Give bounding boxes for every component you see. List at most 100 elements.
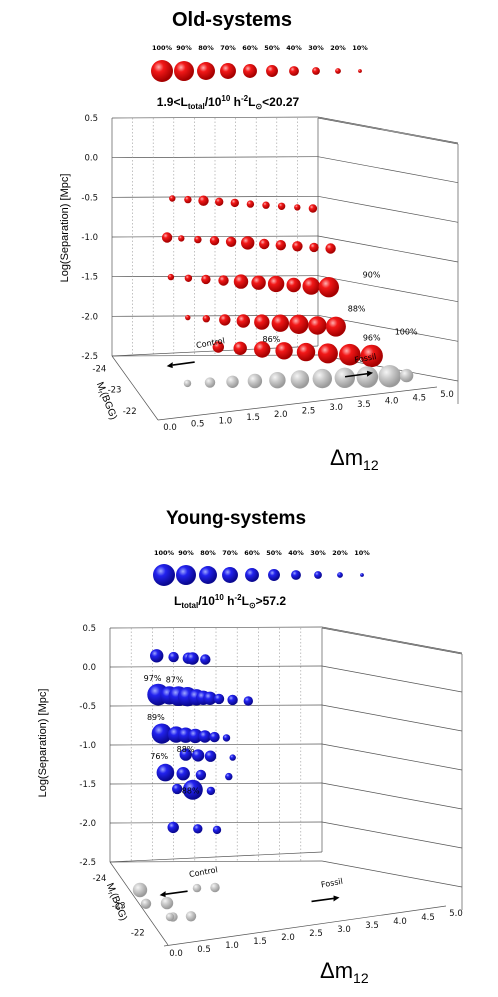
data-point [292,241,303,252]
z-tick-label: -24 [92,365,106,375]
legend-bubble [222,567,238,583]
legend-bubble [266,65,278,77]
legend-bubble [245,568,259,582]
legend-label: 40% [288,549,304,557]
data-point [318,277,339,298]
data-point [339,343,361,366]
y-gridline-right [321,782,463,810]
data-point [150,649,164,663]
z-tick-label: -24 [93,874,107,884]
data-point [251,275,266,290]
annotation-arrowhead [333,895,340,902]
old-y-axis-label: Log(Separation) [Mpc] [59,174,71,283]
data-point [269,372,286,389]
x-tick-label: 3.5 [365,921,379,931]
data-point [179,748,192,761]
annotation-arrow [172,361,195,366]
data-point [308,204,318,213]
data-point [176,767,190,781]
legend-label: 20% [330,44,346,52]
z-tick-label: -23 [112,901,126,911]
x-tick-label: 2.0 [281,933,295,943]
y-tick-label: -1.0 [81,233,98,243]
data-point [302,277,320,295]
annotation-arrow [311,897,334,903]
legend-bubble [197,62,215,80]
data-point [230,198,239,208]
data-point [399,368,414,383]
legend-label: 80% [198,44,214,52]
annotation-arrowhead [166,362,173,369]
annotation-arrowhead [367,370,374,377]
data-point [204,377,216,388]
y-tick-label: -1.5 [79,780,96,790]
young-x-axis-label: Δm12 [320,958,369,986]
annotation-label: Fossil [354,352,377,365]
z-tick-label: -23 [108,386,122,396]
annotation-label: 89% [147,713,165,722]
data-point [185,314,191,321]
y-tick-label: 0.5 [82,624,96,634]
annotation-label: Control [188,865,218,879]
y-gridline-right [317,195,459,223]
legend-bubble [243,64,257,78]
annotation-arrow [165,890,188,895]
legend-bubble [289,66,299,76]
x-tick-label: 2.0 [274,410,288,420]
data-point [167,821,179,834]
old-axes-frame: 0.5 0.0 -0.5 -1.0 -1.5 -2.0 -2.5 0.0 0.5 1.0 1.5 2.… [81,114,459,433]
data-point [183,379,192,388]
x-tick-label: 0.5 [197,945,211,955]
y-gridline-right [317,116,459,144]
y-tick-label: -2.0 [81,312,98,322]
y-gridline [111,195,319,198]
data-point [151,723,172,744]
annotation-label: 96% [363,333,381,342]
data-point [184,195,192,204]
data-point [325,316,346,337]
young-axes-frame: 0.5 0.0 -0.5 -1.0 -1.5 -2.0 -2.5 0.0 0.5 1.0 1.5 2.… [79,624,462,959]
data-point [193,824,203,834]
annotation-arrowhead [159,891,166,898]
young-annotations: Control Fossil 97% 87% 89% 88% 76% 88% [144,674,344,903]
data-point [219,314,231,326]
data-point [160,896,174,910]
data-point [290,370,310,389]
young-size-legend: 100% 90% 80% 70% 60% 50% 40% 30% 20% 10% [153,549,370,586]
annotation-label: 88% [177,745,195,754]
x-tick-label: 0.5 [191,420,205,430]
data-point [194,235,202,244]
x-tick-label: 3.0 [337,925,351,935]
y-tick-label: -2.0 [79,819,96,829]
data-point [188,728,203,744]
data-point [186,652,199,665]
x-tick-label: 3.5 [357,400,371,410]
data-point [169,195,176,202]
data-point [156,763,175,782]
y-tick-label: -2.5 [79,858,96,868]
legend-label: 20% [332,549,348,557]
data-point [325,243,336,254]
y-gridline-right [317,275,459,303]
x-tick-label: 4.5 [421,913,435,923]
y-gridline-right [321,626,463,654]
old-chart-title: Old-systems [172,9,292,31]
old-chart-subtitle: 1.9<Ltotal/1010 h-2L⊙<20.27 [157,94,300,111]
data-point [294,204,301,211]
legend-bubble [268,569,280,581]
y-tick-label: -0.5 [79,702,96,712]
legend-bubble [153,564,175,586]
legend-label: 10% [352,44,368,52]
data-point [296,342,316,362]
x-axis-line [157,386,438,421]
data-point [226,375,239,388]
legend-label: 30% [310,549,326,557]
data-point [200,654,211,665]
data-point [191,749,205,762]
young-systems-panel: Young-systems 100% 90% 80% 70% 60% 50% 40% 30% 2… [37,508,463,986]
y-gridline [111,116,319,119]
legend-label: 60% [244,549,260,557]
annotation-arrow [344,372,368,378]
